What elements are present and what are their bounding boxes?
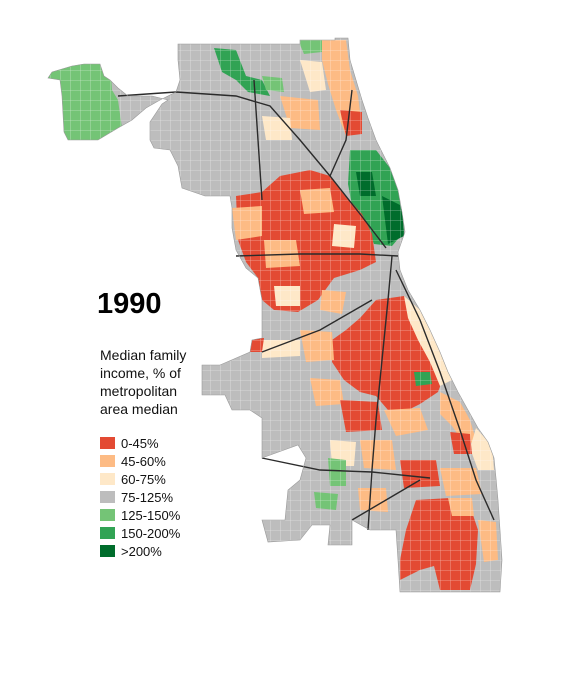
legend-title-line: metropolitan xyxy=(100,383,178,399)
legend-swatch xyxy=(100,437,115,449)
legend-label: 0-45% xyxy=(121,435,159,451)
legend-label: >200% xyxy=(121,543,162,559)
legend-label: 150-200% xyxy=(121,525,181,541)
legend-item: >200% xyxy=(100,542,180,560)
legend-swatch xyxy=(100,527,115,539)
legend-item: 60-75% xyxy=(100,470,180,488)
legend-item: 75-125% xyxy=(100,488,180,506)
legend-swatch xyxy=(100,491,115,503)
legend-swatch xyxy=(100,473,115,485)
legend-item: 45-60% xyxy=(100,452,180,470)
legend-label: 75-125% xyxy=(121,489,174,505)
legend-item: 0-45% xyxy=(100,434,180,452)
map-year-title: 1990 xyxy=(97,288,162,320)
legend-swatch xyxy=(100,509,115,521)
legend-item: 150-200% xyxy=(100,524,180,542)
legend-swatch xyxy=(100,545,115,557)
legend-label: 125-150% xyxy=(121,507,181,523)
legend-label: 60-75% xyxy=(121,471,166,487)
legend-title: Median family income, % of metropolitan … xyxy=(100,346,240,418)
legend: 0-45% 45-60% 60-75% 75-125% 125-150% 150… xyxy=(100,434,180,560)
legend-label: 45-60% xyxy=(121,453,166,469)
legend-item: 125-150% xyxy=(100,506,180,524)
legend-title-line: income, % of xyxy=(100,365,181,381)
legend-title-line: area median xyxy=(100,401,178,417)
legend-swatch xyxy=(100,455,115,467)
legend-title-line: Median family xyxy=(100,347,187,363)
